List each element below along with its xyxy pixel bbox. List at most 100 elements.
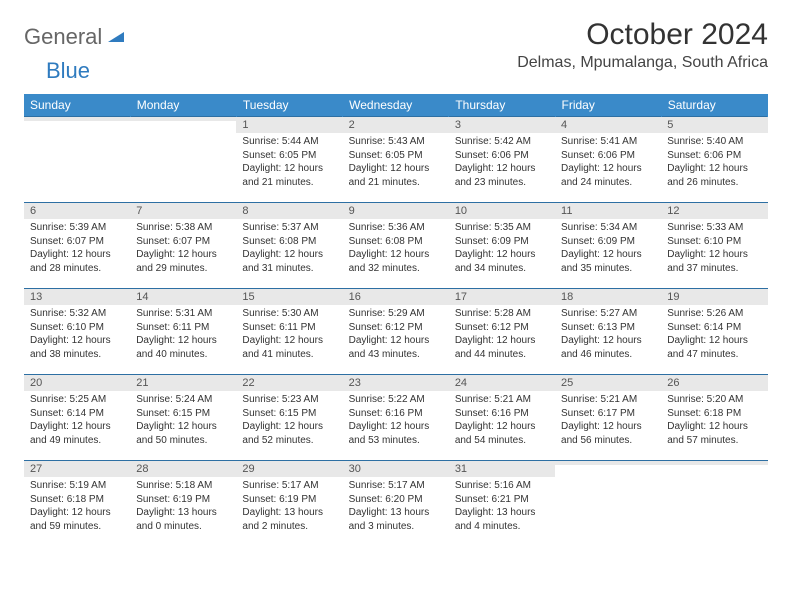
day-details: Sunrise: 5:39 AMSunset: 6:07 PMDaylight:… — [24, 219, 130, 279]
day-detail-line: Sunrise: 5:17 AM — [349, 479, 443, 493]
day-detail-line: Sunrise: 5:34 AM — [561, 221, 655, 235]
day-detail-line: Sunrise: 5:16 AM — [455, 479, 549, 493]
calendar-cell: 16Sunrise: 5:29 AMSunset: 6:12 PMDayligh… — [343, 289, 449, 375]
title-block: October 2024 Delmas, Mpumalanga, South A… — [517, 18, 768, 72]
day-detail-line: Sunset: 6:17 PM — [561, 407, 655, 421]
calendar-cell: 1Sunrise: 5:44 AMSunset: 6:05 PMDaylight… — [236, 117, 342, 203]
day-number: 31 — [449, 461, 555, 477]
day-detail-line: and 54 minutes. — [455, 434, 549, 448]
day-detail-line: and 26 minutes. — [667, 176, 761, 190]
day-detail-line: and 34 minutes. — [455, 262, 549, 276]
day-details: Sunrise: 5:17 AMSunset: 6:20 PMDaylight:… — [343, 477, 449, 537]
day-detail-line: Daylight: 12 hours — [30, 420, 124, 434]
day-detail-line: Sunrise: 5:22 AM — [349, 393, 443, 407]
calendar-cell: 11Sunrise: 5:34 AMSunset: 6:09 PMDayligh… — [555, 203, 661, 289]
day-detail-line: Daylight: 12 hours — [455, 334, 549, 348]
day-details: Sunrise: 5:21 AMSunset: 6:17 PMDaylight:… — [555, 391, 661, 451]
day-detail-line: Sunrise: 5:39 AM — [30, 221, 124, 235]
calendar-cell: 9Sunrise: 5:36 AMSunset: 6:08 PMDaylight… — [343, 203, 449, 289]
calendar-cell — [24, 117, 130, 203]
day-detail-line: Sunrise: 5:38 AM — [136, 221, 230, 235]
day-number: 19 — [661, 289, 767, 305]
day-detail-line: Sunset: 6:18 PM — [667, 407, 761, 421]
day-detail-line: and 24 minutes. — [561, 176, 655, 190]
day-detail-line: Sunrise: 5:32 AM — [30, 307, 124, 321]
day-details: Sunrise: 5:18 AMSunset: 6:19 PMDaylight:… — [130, 477, 236, 537]
day-detail-line: Sunset: 6:19 PM — [242, 493, 336, 507]
day-details: Sunrise: 5:31 AMSunset: 6:11 PMDaylight:… — [130, 305, 236, 365]
day-number: 24 — [449, 375, 555, 391]
day-number: 12 — [661, 203, 767, 219]
day-detail-line: and 57 minutes. — [667, 434, 761, 448]
day-detail-line: Sunset: 6:11 PM — [242, 321, 336, 335]
day-number: 13 — [24, 289, 130, 305]
day-detail-line: Daylight: 12 hours — [30, 248, 124, 262]
day-detail-line: Sunset: 6:15 PM — [242, 407, 336, 421]
dow-monday: Monday — [130, 94, 236, 117]
day-number: 22 — [236, 375, 342, 391]
day-detail-line: Sunset: 6:06 PM — [667, 149, 761, 163]
day-detail-line: Daylight: 12 hours — [561, 334, 655, 348]
day-detail-line: Sunrise: 5:33 AM — [667, 221, 761, 235]
calendar-cell: 5Sunrise: 5:40 AMSunset: 6:06 PMDaylight… — [661, 117, 767, 203]
day-detail-line: Sunset: 6:10 PM — [667, 235, 761, 249]
day-details: Sunrise: 5:40 AMSunset: 6:06 PMDaylight:… — [661, 133, 767, 193]
day-detail-line: Sunset: 6:05 PM — [242, 149, 336, 163]
day-detail-line: Sunset: 6:15 PM — [136, 407, 230, 421]
day-detail-line: and 46 minutes. — [561, 348, 655, 362]
day-detail-line: and 35 minutes. — [561, 262, 655, 276]
day-number: 18 — [555, 289, 661, 305]
calendar-cell — [555, 461, 661, 547]
day-details: Sunrise: 5:42 AMSunset: 6:06 PMDaylight:… — [449, 133, 555, 193]
day-detail-line: and 44 minutes. — [455, 348, 549, 362]
day-details: Sunrise: 5:20 AMSunset: 6:18 PMDaylight:… — [661, 391, 767, 451]
day-detail-line: Sunrise: 5:23 AM — [242, 393, 336, 407]
day-detail-line: Sunset: 6:21 PM — [455, 493, 549, 507]
calendar-week-row: 13Sunrise: 5:32 AMSunset: 6:10 PMDayligh… — [24, 289, 768, 375]
day-number: 5 — [661, 117, 767, 133]
calendar-week-row: 6Sunrise: 5:39 AMSunset: 6:07 PMDaylight… — [24, 203, 768, 289]
calendar-cell: 26Sunrise: 5:20 AMSunset: 6:18 PMDayligh… — [661, 375, 767, 461]
day-number: 26 — [661, 375, 767, 391]
day-detail-line: and 21 minutes. — [349, 176, 443, 190]
calendar-cell: 21Sunrise: 5:24 AMSunset: 6:15 PMDayligh… — [130, 375, 236, 461]
day-detail-line: Sunrise: 5:29 AM — [349, 307, 443, 321]
dow-wednesday: Wednesday — [343, 94, 449, 117]
day-number: 15 — [236, 289, 342, 305]
day-number: 4 — [555, 117, 661, 133]
dow-saturday: Saturday — [661, 94, 767, 117]
day-details: Sunrise: 5:37 AMSunset: 6:08 PMDaylight:… — [236, 219, 342, 279]
calendar-cell: 6Sunrise: 5:39 AMSunset: 6:07 PMDaylight… — [24, 203, 130, 289]
day-detail-line: Sunrise: 5:20 AM — [667, 393, 761, 407]
calendar-cell: 7Sunrise: 5:38 AMSunset: 6:07 PMDaylight… — [130, 203, 236, 289]
dow-sunday: Sunday — [24, 94, 130, 117]
day-detail-line: Daylight: 12 hours — [30, 334, 124, 348]
day-number: 10 — [449, 203, 555, 219]
day-detail-line: Sunrise: 5:37 AM — [242, 221, 336, 235]
day-detail-line: Sunrise: 5:24 AM — [136, 393, 230, 407]
day-detail-line: Daylight: 13 hours — [242, 506, 336, 520]
calendar-cell: 27Sunrise: 5:19 AMSunset: 6:18 PMDayligh… — [24, 461, 130, 547]
calendar-table: Sunday Monday Tuesday Wednesday Thursday… — [24, 94, 768, 547]
day-details: Sunrise: 5:32 AMSunset: 6:10 PMDaylight:… — [24, 305, 130, 365]
day-details: Sunrise: 5:34 AMSunset: 6:09 PMDaylight:… — [555, 219, 661, 279]
day-detail-line: Sunset: 6:14 PM — [667, 321, 761, 335]
day-detail-line: Daylight: 13 hours — [455, 506, 549, 520]
day-detail-line: Sunrise: 5:21 AM — [455, 393, 549, 407]
day-detail-line: Sunset: 6:07 PM — [30, 235, 124, 249]
day-detail-line: Sunset: 6:19 PM — [136, 493, 230, 507]
day-detail-line: and 56 minutes. — [561, 434, 655, 448]
day-detail-line: Sunset: 6:12 PM — [349, 321, 443, 335]
day-detail-line: Daylight: 12 hours — [136, 248, 230, 262]
calendar-cell: 22Sunrise: 5:23 AMSunset: 6:15 PMDayligh… — [236, 375, 342, 461]
day-detail-line: and 47 minutes. — [667, 348, 761, 362]
day-detail-line: and 43 minutes. — [349, 348, 443, 362]
day-detail-line: Sunset: 6:20 PM — [349, 493, 443, 507]
day-details: Sunrise: 5:16 AMSunset: 6:21 PMDaylight:… — [449, 477, 555, 537]
calendar-cell: 29Sunrise: 5:17 AMSunset: 6:19 PMDayligh… — [236, 461, 342, 547]
day-detail-line: Sunset: 6:08 PM — [349, 235, 443, 249]
day-detail-line: Daylight: 12 hours — [667, 162, 761, 176]
calendar-cell: 28Sunrise: 5:18 AMSunset: 6:19 PMDayligh… — [130, 461, 236, 547]
day-number: 3 — [449, 117, 555, 133]
day-detail-line: Sunset: 6:13 PM — [561, 321, 655, 335]
